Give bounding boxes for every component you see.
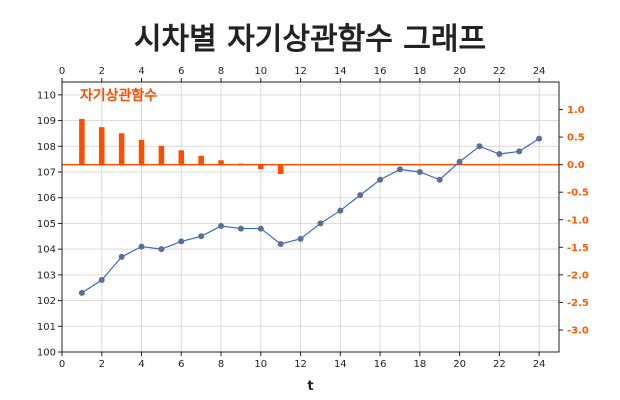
x-tick-label: 6 — [178, 359, 184, 370]
acf-bar — [79, 118, 85, 165]
top-tick-label: 24 — [533, 66, 546, 77]
right-tick-label: 0.0 — [567, 160, 585, 171]
top-tick-label: 2 — [99, 66, 105, 77]
top-tick-label: 0 — [59, 66, 65, 77]
acf-annotation: 자기상관함수 — [80, 87, 157, 104]
top-tick-label: 4 — [138, 66, 144, 77]
y-tick-label: 100 — [37, 348, 56, 359]
top-tick-label: 8 — [218, 66, 224, 77]
series-point — [78, 289, 85, 296]
x-tick-label: 0 — [59, 359, 65, 370]
x-tick-label: 20 — [453, 359, 466, 370]
acf-bar — [258, 164, 264, 170]
y-tick-label: 108 — [37, 142, 56, 153]
series-point — [456, 158, 463, 165]
y-tick-label: 101 — [37, 322, 56, 333]
acf-bar — [118, 133, 125, 165]
series-point — [436, 176, 443, 183]
top-tick-label: 10 — [254, 66, 267, 77]
series-point — [337, 207, 344, 214]
acf-bars — [79, 118, 284, 175]
plot-frame — [61, 81, 560, 353]
grid — [61, 82, 559, 353]
series-point — [98, 277, 105, 283]
y-tick-label: 107 — [37, 168, 56, 179]
x-tick-label: 10 — [254, 359, 267, 370]
series-point — [536, 135, 543, 142]
series-point — [138, 243, 145, 250]
top-tick-label: 6 — [178, 66, 184, 77]
series-point — [237, 225, 244, 232]
top-tick-label: 16 — [374, 66, 387, 77]
right-tick-label: -2.5 — [567, 298, 589, 309]
right-tick-label: -3.0 — [567, 325, 589, 336]
series-point — [396, 166, 403, 173]
acf-bar — [198, 155, 204, 165]
x-tick-label: 14 — [334, 359, 347, 370]
right-tick-label: 0.5 — [567, 133, 585, 144]
right-tick-label: -0.5 — [567, 188, 589, 199]
series-line — [81, 138, 540, 294]
series-point — [377, 176, 384, 183]
x-tick-label: 22 — [493, 359, 506, 370]
axes: 0 2 4 6 8 10 12 14 16 18 20 22 240 2 4 6 8 10 12 14 16 18 20 22… — [37, 66, 589, 370]
right-tick-label: 1.0 — [567, 105, 585, 116]
y-tick-label: 104 — [37, 245, 56, 256]
y-tick-label: 109 — [37, 116, 56, 127]
acf-bar — [178, 150, 185, 165]
y-tick-label: 102 — [37, 296, 56, 307]
series-point — [277, 241, 284, 247]
x-tick-label: 18 — [413, 359, 426, 370]
acf-bar — [158, 145, 165, 165]
acf-bar — [218, 160, 224, 165]
series-points — [78, 135, 543, 296]
series-point — [416, 169, 423, 175]
acf-bar — [238, 163, 244, 165]
x-tick-label: 24 — [533, 359, 546, 370]
top-tick-label: 14 — [334, 66, 347, 77]
chart-title: 시차별 자기상관함수 그래프 — [133, 22, 487, 57]
series-point — [496, 151, 503, 157]
top-tick-label: 12 — [294, 66, 307, 77]
x-tick-label: 12 — [294, 359, 307, 370]
x-tick-label: 4 — [138, 359, 144, 370]
series-point — [178, 238, 185, 245]
series-point — [218, 223, 225, 229]
acf-bar — [277, 164, 284, 175]
series-point — [297, 235, 304, 242]
series-point — [198, 233, 205, 240]
top-tick-label: 20 — [453, 66, 466, 77]
y-tick-label: 105 — [37, 219, 56, 230]
right-tick-label: -1.0 — [567, 215, 589, 226]
series-point — [118, 253, 125, 260]
y-tick-label: 106 — [37, 193, 56, 204]
acf-bar — [99, 127, 105, 165]
series-point — [257, 225, 264, 232]
right-tick-label: -1.5 — [567, 243, 589, 254]
x-tick-label: 8 — [218, 359, 224, 370]
top-tick-label: 22 — [493, 66, 506, 77]
x-axis-label: t — [307, 379, 313, 394]
right-tick-label: -2.0 — [567, 270, 589, 281]
series-point — [357, 192, 364, 199]
series-point — [317, 220, 324, 227]
x-tick-label: 2 — [99, 359, 105, 370]
y-tick-label: 110 — [37, 90, 56, 101]
top-tick-label: 18 — [413, 66, 426, 77]
x-tick-label: 16 — [374, 359, 387, 370]
series-point — [476, 143, 483, 150]
acf-bar — [138, 139, 145, 165]
y-tick-label: 103 — [37, 270, 56, 281]
series-point — [516, 148, 523, 155]
series-point — [158, 246, 165, 253]
